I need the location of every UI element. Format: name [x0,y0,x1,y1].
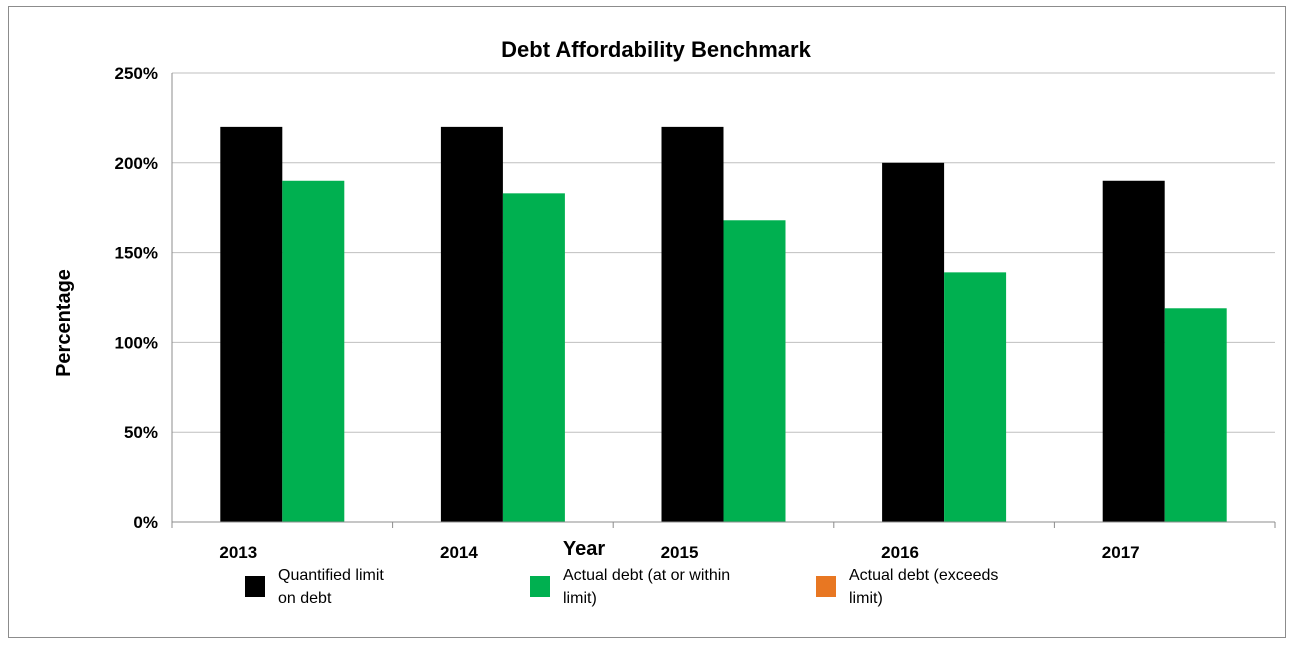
legend-swatch [530,576,550,597]
x-tick-label: 2015 [661,543,699,562]
y-tick-labels: 0% 50% 100% 150% 200% 250% [115,64,158,532]
x-tick-label: 2017 [1102,543,1140,562]
legend-item: Actual debt (at or within limit) [530,567,730,607]
legend-item: Actual debt (exceeds limit) [816,567,998,607]
legend-label: Actual debt (exceeds limit) [849,567,998,607]
bar-quantified-limit [882,162,945,523]
y-axis-label: Percentage [53,269,75,377]
legend: Quantified limit on debt Actual debt (at o… [245,567,998,607]
chart: Debt Affordability Benchmark 0% 50% 100% 15… [53,37,1276,607]
axes [171,73,1276,528]
x-axis-label: Year [563,538,605,560]
y-tick-label: 150% [115,244,158,263]
legend-label: Quantified limit on debt [278,567,384,607]
bar-actual-debt [502,193,565,522]
bar-quantified-limit [440,126,503,522]
bar-quantified-limit [661,126,724,522]
legend-swatch [245,576,265,597]
y-tick-label: 200% [115,154,158,173]
bar-quantified-limit [1102,180,1165,522]
bar-actual-debt [944,272,1007,522]
bars [220,126,1227,523]
bar-quantified-limit [220,126,283,522]
chart-title: Debt Affordability Benchmark [501,37,811,62]
chart-frame: Debt Affordability Benchmark 0% 50% 100% 15… [8,6,1286,638]
y-tick-label: 250% [115,64,158,83]
y-tick-label: 100% [115,333,158,352]
x-tick-label: 2013 [219,543,257,562]
bar-actual-debt [723,220,786,522]
bar-actual-debt [1164,308,1227,522]
x-tick-label: 2016 [881,543,919,562]
x-tick-label: 2014 [440,543,478,562]
y-tick-label: 50% [124,423,158,442]
legend-label: Actual debt (at or within limit) [563,567,730,607]
x-tick-labels: 2013 2014 2015 2016 2017 [219,543,1139,562]
legend-item: Quantified limit on debt [245,567,384,607]
legend-swatch [816,576,836,597]
y-tick-label: 0% [133,513,158,532]
bar-actual-debt [282,180,345,522]
